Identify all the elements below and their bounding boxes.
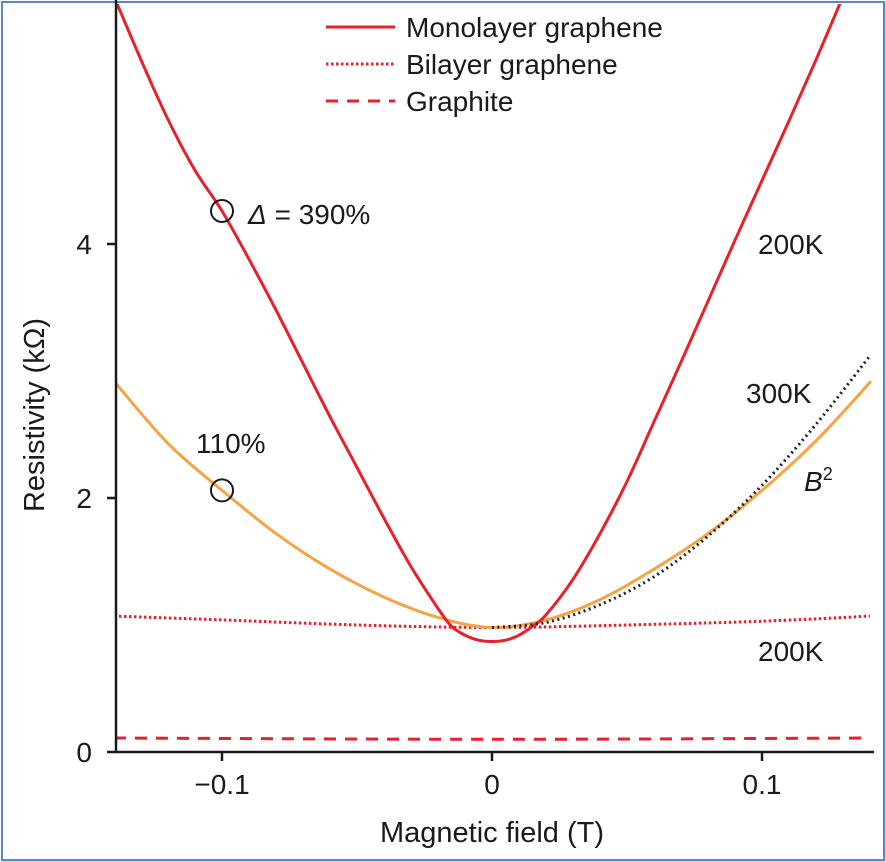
series-curves (116, 4, 872, 741)
annotation-delta: Δ = 390% (247, 199, 370, 230)
legend-label-graphite: Graphite (406, 86, 513, 117)
markers-layer (210, 198, 234, 503)
annotation-b-exponent: 2 (823, 464, 833, 484)
x-tick-label: 0 (484, 769, 500, 800)
annotation-300k: 300K (746, 378, 812, 409)
legend-label-bilayer: Bilayer graphene (406, 49, 618, 80)
y-tick-label: 2 (76, 483, 92, 514)
annotation-b-squared: B2 (804, 464, 833, 497)
x-tick-label: −0.1 (194, 769, 249, 800)
annotation-200k-monolayer: 200K (758, 229, 824, 260)
axes-layer: −0.1 0 0.1 0 2 4 (76, 0, 874, 800)
marker-circle-1 (210, 198, 234, 223)
annotation-b-letter: B (804, 466, 823, 497)
y-tick-label: 0 (76, 737, 92, 768)
series-graphite-line (116, 736, 871, 741)
legend: Monolayer graphene Bilayer graphene Grap… (326, 12, 663, 117)
annotation-delta-symbol: Δ (247, 199, 267, 230)
marker-circle-2 (210, 478, 234, 503)
series-monolayer-line (116, 4, 842, 644)
series-bilayer-line (116, 614, 871, 630)
x-tick-label: 0.1 (743, 769, 782, 800)
series-300k-line (116, 380, 872, 630)
y-axis-title: Resistivity (kΩ) (19, 318, 51, 512)
annotation-110pct: 110% (196, 428, 266, 459)
x-axis-title: Magnetic field (T) (380, 817, 604, 849)
annotation-200k-bilayer: 200K (758, 636, 824, 667)
legend-label-monolayer: Monolayer graphene (406, 12, 663, 43)
y-tick-label: 4 (76, 229, 92, 260)
annotation-delta-value: = 390% (267, 199, 371, 230)
